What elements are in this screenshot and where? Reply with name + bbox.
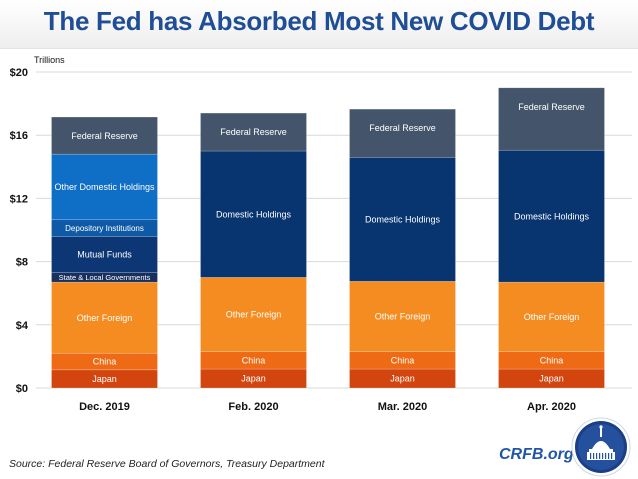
segment-federal-reserve	[349, 108, 456, 158]
segment-domestic-holdings	[498, 149, 605, 283]
segment-mutual-funds	[51, 236, 158, 273]
segment-label-japan: Japan	[539, 374, 564, 384]
y-tick-label: $8	[16, 257, 28, 269]
segment-label-domestic-holdings: Domestic Holdings	[514, 211, 590, 221]
y-tick-label: $12	[10, 193, 28, 205]
segment-label-china: China	[242, 356, 266, 366]
segment-federal-reserve	[498, 87, 605, 151]
bar-apr-2020: Japan China Other Foreign Domestic Holdings…	[498, 87, 605, 389]
segment-label-other-foreign: Other Foreign	[375, 312, 431, 322]
segment-other-foreign	[498, 281, 605, 352]
segment-label-japan: Japan	[92, 374, 117, 384]
bar-feb-2020: Japan China Other Foreign Domestic Holdings…	[200, 112, 307, 389]
segment-domestic-holdings	[349, 157, 456, 282]
segment-domestic-holdings	[200, 150, 307, 278]
y-tick-label: $4	[16, 320, 29, 332]
x-tick-label: Feb. 2020	[228, 401, 278, 413]
source-note: Source: Federal Reserve Board of Governo…	[9, 458, 325, 470]
chart-title: The Fed has Absorbed Most New COVID Debt	[43, 6, 595, 36]
segment-label-mutual-funds: Mutual Funds	[77, 250, 132, 260]
x-tick-label: Apr. 2020	[527, 401, 576, 413]
segment-label-depository-institutions: Depository Institutions	[65, 224, 144, 233]
y-axis-unit-label: Trillions	[34, 55, 65, 65]
x-tick-label: Dec. 2019	[79, 401, 130, 413]
segment-label-federal-reserve: Federal Reserve	[220, 127, 287, 137]
segment-label-other-domestic-holdings: Other Domestic Holdings	[54, 182, 155, 192]
segment-label-federal-reserve: Federal Reserve	[369, 123, 436, 133]
segment-label-china: China	[540, 356, 564, 366]
brand-link[interactable]: CRFB.org	[499, 446, 574, 463]
segment-other-foreign	[200, 277, 307, 352]
segment-federal-reserve	[200, 112, 307, 152]
bar-mar-2020: Japan China Other Foreign Domestic Holdings…	[349, 108, 456, 389]
title-bar: The Fed has Absorbed Most New COVID Debt	[0, 0, 638, 49]
segment-label-federal-reserve: Federal Reserve	[71, 131, 138, 141]
y-tick-label: $16	[10, 130, 28, 142]
segment-label-japan: Japan	[241, 374, 266, 384]
y-tick-label: $0	[16, 383, 28, 395]
segment-label-china: China	[93, 357, 117, 367]
segment-federal-reserve	[51, 116, 158, 155]
segment-label-other-foreign: Other Foreign	[524, 312, 580, 322]
capitol-dome-seal-icon	[571, 417, 631, 477]
y-tick-label: $20	[10, 67, 28, 79]
segment-label-other-foreign: Other Foreign	[226, 310, 282, 320]
segment-other-foreign	[349, 281, 456, 352]
segment-label-state-local-governments: State & Local Governments	[59, 273, 151, 282]
segment-label-other-foreign: Other Foreign	[77, 313, 133, 323]
x-tick-label: Mar. 2020	[378, 401, 428, 413]
segment-label-federal-reserve: Federal Reserve	[518, 102, 585, 112]
bar-dec-2019: Japan China Other Foreign State & Local Gov…	[51, 116, 158, 389]
segment-label-japan: Japan	[390, 374, 415, 384]
segment-label-china: China	[391, 356, 415, 366]
segment-label-domestic-holdings: Domestic Holdings	[216, 209, 292, 219]
segment-other-domestic-holdings	[51, 153, 158, 221]
segment-label-domestic-holdings: Domestic Holdings	[365, 214, 441, 224]
segment-other-foreign	[51, 281, 158, 354]
